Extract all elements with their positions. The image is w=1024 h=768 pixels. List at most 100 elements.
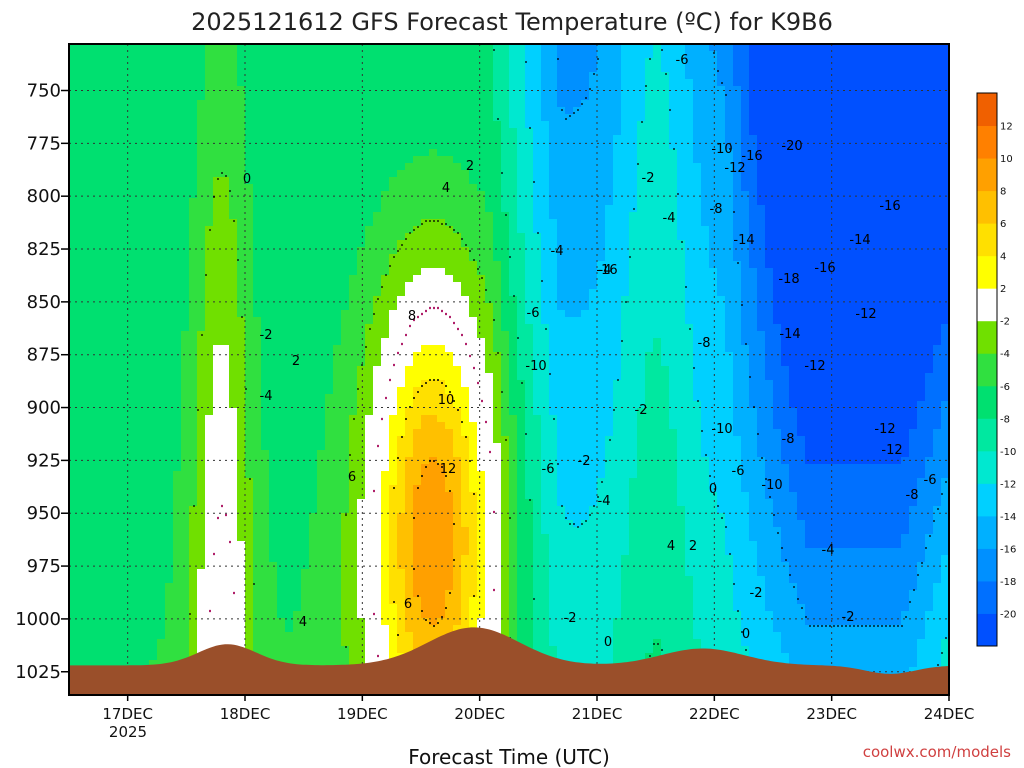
- field-cell: [485, 142, 494, 150]
- field-cell: [221, 338, 230, 346]
- field-cell: [165, 394, 174, 402]
- field-cell: [261, 499, 270, 507]
- field-cell: [141, 331, 150, 339]
- field-cell: [237, 142, 246, 150]
- field-cell: [421, 191, 430, 199]
- field-cell: [133, 261, 142, 269]
- field-cell: [405, 149, 414, 157]
- field-cell: [197, 289, 206, 297]
- field-cell: [213, 142, 222, 150]
- field-cell: [469, 149, 478, 157]
- field-cell: [277, 226, 286, 234]
- field-cell: [85, 611, 94, 619]
- field-cell: [277, 401, 286, 409]
- field-cell: [117, 128, 126, 136]
- field-cell: [437, 345, 446, 353]
- field-cell: [341, 65, 350, 73]
- field-cell: [493, 198, 502, 206]
- field-cell: [477, 310, 486, 318]
- field-cell: [213, 86, 222, 94]
- field-cell: [213, 51, 222, 59]
- field-cell: [437, 156, 446, 164]
- field-cell: [125, 93, 134, 101]
- field-cell: [101, 149, 110, 157]
- field-cell: [189, 555, 198, 563]
- field-cell: [205, 576, 214, 584]
- field-cell: [357, 366, 366, 374]
- field-cell: [77, 401, 86, 409]
- field-cell: [365, 296, 374, 304]
- field-cell: [93, 135, 102, 143]
- field-cell: [197, 597, 206, 605]
- field-cell: [165, 240, 174, 248]
- field-cell: [93, 100, 102, 108]
- field-cell: [181, 51, 190, 59]
- field-cell: [445, 149, 454, 157]
- field-cell: [301, 212, 310, 220]
- field-cell: [213, 618, 222, 626]
- field-cell: [317, 527, 326, 535]
- field-cell: [189, 499, 198, 507]
- field-cell: [165, 191, 174, 199]
- field-cell: [373, 590, 382, 598]
- field-cell: [285, 121, 294, 129]
- field-cell: [181, 611, 190, 619]
- field-cell: [469, 268, 478, 276]
- field-cell: [93, 345, 102, 353]
- field-cell: [285, 296, 294, 304]
- field-cell: [389, 366, 398, 374]
- field-cell: [197, 247, 206, 255]
- field-cell: [389, 611, 398, 619]
- field-cell: [397, 233, 406, 241]
- field-cell: [189, 121, 198, 129]
- field-cell: [117, 380, 126, 388]
- field-cell: [157, 520, 166, 528]
- field-cell: [397, 156, 406, 164]
- field-cell: [253, 457, 262, 465]
- field-cell: [69, 632, 78, 640]
- field-cell: [461, 51, 470, 59]
- field-cell: [341, 625, 350, 633]
- field-cell: [325, 114, 334, 122]
- field-cell: [85, 247, 94, 255]
- field-cell: [245, 464, 254, 472]
- field-cell: [205, 569, 214, 577]
- field-cell: [397, 205, 406, 213]
- field-cell: [325, 282, 334, 290]
- field-cell: [181, 226, 190, 234]
- field-cell: [381, 443, 390, 451]
- field-cell: [109, 198, 118, 206]
- field-cell: [429, 184, 438, 192]
- field-cell: [421, 282, 430, 290]
- field-cell: [69, 527, 78, 535]
- field-cell: [301, 541, 310, 549]
- field-cell: [437, 142, 446, 150]
- field-cell: [189, 100, 198, 108]
- field-cell: [117, 86, 126, 94]
- field-cell: [269, 576, 278, 584]
- field-cell: [301, 625, 310, 633]
- field-cell: [237, 254, 246, 262]
- field-cell: [485, 170, 494, 178]
- field-cell: [469, 394, 478, 402]
- field-cell: [189, 408, 198, 416]
- field-cell: [421, 366, 430, 374]
- field-cell: [453, 65, 462, 73]
- field-cell: [253, 51, 262, 59]
- field-cell: [261, 527, 270, 535]
- field-cell: [333, 163, 342, 171]
- field-cell: [293, 513, 302, 521]
- field-cell: [197, 394, 206, 402]
- field-cell: [117, 338, 126, 346]
- field-cell: [341, 296, 350, 304]
- field-cell: [189, 541, 198, 549]
- field-cell: [301, 149, 310, 157]
- field-cell: [85, 464, 94, 472]
- field-cell: [285, 310, 294, 318]
- field-cell: [421, 79, 430, 87]
- field-cell: [429, 163, 438, 171]
- field-cell: [341, 86, 350, 94]
- field-cell: [469, 520, 478, 528]
- field-cell: [309, 506, 318, 514]
- field-cell: [69, 478, 78, 486]
